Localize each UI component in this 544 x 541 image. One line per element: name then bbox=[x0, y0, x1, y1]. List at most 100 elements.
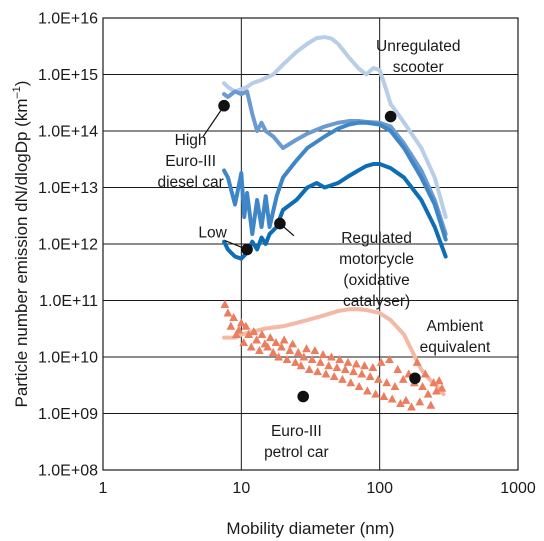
series-line-scooter bbox=[222, 35, 448, 220]
y-axis-title-main: Particle number emission dN/dlogDp (km bbox=[12, 98, 31, 407]
annotation-line: Low bbox=[198, 225, 227, 242]
scatter-point bbox=[265, 333, 275, 342]
marker-dot bbox=[218, 99, 230, 112]
marker-dot bbox=[384, 110, 397, 123]
scatter-point bbox=[271, 337, 281, 347]
plot-frame bbox=[102, 17, 519, 471]
scatter-point bbox=[357, 369, 367, 378]
series-scatter-petrol bbox=[220, 299, 447, 411]
scatter-point bbox=[340, 364, 350, 373]
y-tick-label: 1.0E+12 bbox=[38, 237, 98, 254]
scatter-point bbox=[327, 352, 336, 361]
scatter-point bbox=[268, 347, 278, 356]
scatter-point bbox=[324, 361, 334, 370]
marker-dot bbox=[241, 243, 253, 256]
scatter-point bbox=[429, 378, 438, 387]
scatter-point bbox=[274, 352, 283, 361]
scatter-point bbox=[437, 383, 447, 392]
scatter-point bbox=[398, 374, 408, 383]
annotation-line: diesel car bbox=[157, 174, 223, 191]
scatter-point bbox=[329, 371, 339, 381]
scatter-point bbox=[277, 342, 286, 351]
scatter-point bbox=[310, 345, 320, 355]
scatter-point bbox=[434, 376, 444, 385]
scatter-point bbox=[296, 361, 306, 370]
scatter-point bbox=[234, 325, 244, 334]
x-tick-label: 1000 bbox=[500, 480, 536, 497]
scatter-point bbox=[313, 367, 322, 376]
annotation-line: petrol car bbox=[264, 444, 329, 461]
scatter-point bbox=[285, 345, 295, 355]
scatter-point bbox=[426, 400, 436, 409]
scatter-point bbox=[338, 374, 347, 383]
y-tick-label: 1.0E+11 bbox=[39, 293, 98, 310]
x-tick-label: 100 bbox=[366, 480, 393, 497]
grid bbox=[102, 17, 519, 471]
scatter-point bbox=[229, 312, 239, 321]
y-axis-title: Particle number emission dN/dlogDp (km–1… bbox=[11, 81, 31, 408]
scatter-point bbox=[418, 381, 427, 390]
annotation-line: Regulated bbox=[341, 230, 412, 247]
scatter-point bbox=[349, 367, 358, 376]
annotation-label: Euro-III petrol car bbox=[264, 423, 329, 461]
scatter-point bbox=[351, 359, 361, 368]
scatter-point bbox=[220, 299, 230, 308]
scatter-point bbox=[257, 329, 267, 338]
scatter-point bbox=[335, 354, 345, 364]
annotation-line: scooter bbox=[393, 59, 444, 76]
y-tick-label: 1.0E+13 bbox=[38, 180, 98, 197]
scatter-point bbox=[254, 345, 264, 355]
y-axis-title-close: ) bbox=[12, 81, 31, 87]
y-axis-title-sup: –1 bbox=[11, 86, 23, 98]
scatter-point bbox=[415, 397, 425, 406]
scatter-point bbox=[343, 357, 353, 366]
scatter-point bbox=[291, 357, 300, 366]
y-tick-label: 1.0E+08 bbox=[38, 463, 98, 480]
scatter-point bbox=[365, 371, 375, 381]
scatter-point bbox=[241, 321, 251, 330]
annotation-label: Unregulated scooter bbox=[376, 38, 460, 76]
scatter-point bbox=[379, 391, 389, 400]
x-axis-title: Mobility diameter (nm) bbox=[226, 519, 394, 538]
annotation-label: Low bbox=[198, 225, 227, 242]
scatter-point bbox=[236, 318, 246, 327]
x-tick-label: 1 bbox=[99, 480, 108, 497]
scatter-point bbox=[318, 350, 328, 359]
scatter-point bbox=[396, 398, 405, 408]
scatter-point bbox=[299, 352, 309, 361]
annotation-line: equivalent bbox=[420, 339, 491, 356]
scatter-point bbox=[231, 329, 241, 338]
scatter-point bbox=[249, 327, 259, 336]
scatter-point bbox=[371, 389, 380, 398]
scatter-point bbox=[288, 339, 298, 348]
scatter-point bbox=[302, 344, 311, 353]
y-tick-label: 1.0E+14 bbox=[38, 124, 98, 141]
scatter-point bbox=[263, 342, 273, 351]
scatter-point bbox=[244, 329, 254, 338]
annotation-layer: Unregulated scooter High Euro-III diesel car… bbox=[157, 38, 490, 461]
marker-dot bbox=[274, 217, 286, 230]
scatter-point bbox=[252, 335, 262, 344]
scatter-point bbox=[332, 362, 342, 372]
annotation-line: motorcycle bbox=[339, 251, 414, 268]
scatter-point bbox=[246, 342, 256, 351]
annotation-label: Regulated motorcycle (oxidative catalyser) bbox=[339, 230, 414, 310]
marker-dot bbox=[297, 390, 309, 403]
annotation-line: Unregulated bbox=[376, 38, 460, 55]
annotation-line: Ambient bbox=[426, 318, 484, 335]
scatter-point bbox=[407, 402, 416, 411]
scatter-point bbox=[423, 389, 433, 398]
marker-layer bbox=[218, 99, 421, 403]
annotation-line: High bbox=[175, 132, 207, 149]
scatter-point bbox=[307, 354, 317, 364]
y-tick-label: 1.0E+09 bbox=[38, 406, 98, 423]
scatter-point bbox=[412, 357, 422, 366]
scatter-point bbox=[282, 354, 292, 364]
scatter-point bbox=[316, 357, 325, 366]
scatter-point bbox=[393, 364, 403, 373]
scatter-point bbox=[401, 395, 411, 404]
scatter-point bbox=[223, 308, 233, 317]
scatter-point bbox=[382, 378, 392, 387]
annotation-line: (oxidative bbox=[343, 272, 409, 289]
